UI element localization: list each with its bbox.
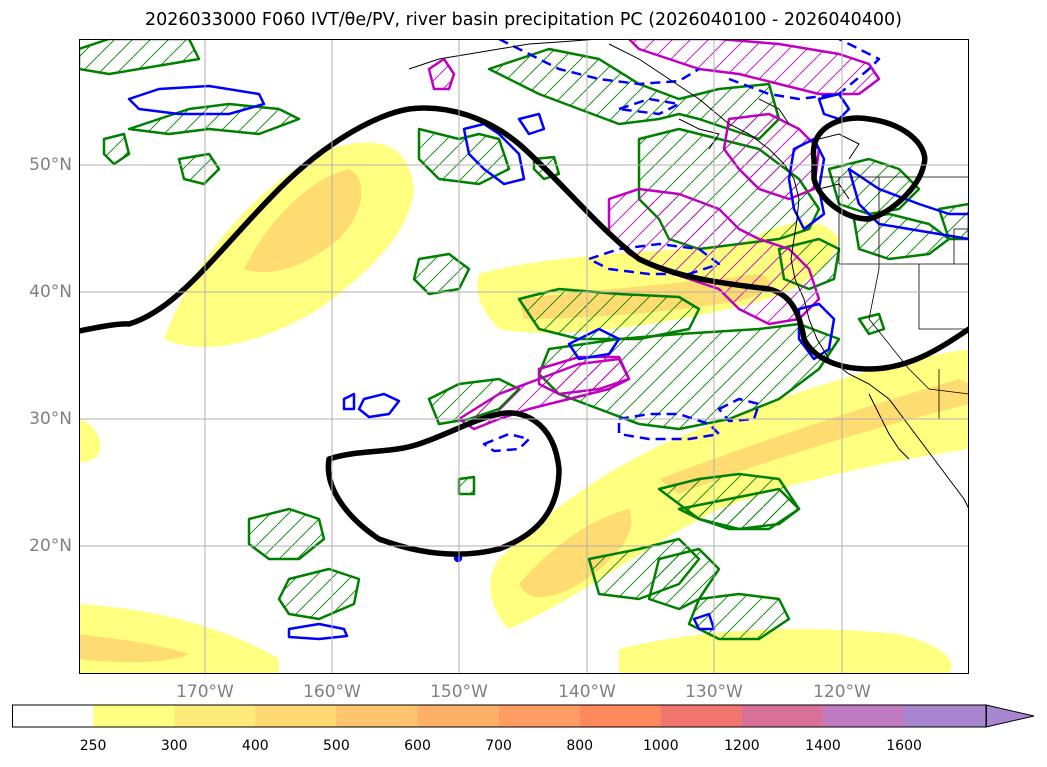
- coastline: [408, 39, 969, 510]
- colorbar-cell: [93, 705, 175, 727]
- lat-label-40n: 40°N: [29, 282, 72, 302]
- colorbar-tick-label: 1400: [805, 738, 841, 754]
- colorbar-tick-label: 600: [404, 738, 431, 754]
- lat-label-50n: 50°N: [29, 155, 72, 175]
- colorbar-cell: [579, 705, 662, 727]
- map-border: [79, 39, 969, 674]
- lon-label-130w: 130°W: [685, 682, 743, 702]
- colorbar-cell-below: [12, 705, 94, 727]
- colorbar-tick-label: 250: [79, 738, 107, 754]
- colorbar-cell: [823, 705, 905, 727]
- lon-label-170w: 170°W: [176, 682, 234, 702]
- lon-label-120w: 120°W: [813, 682, 871, 702]
- weather-map: [79, 39, 969, 674]
- colorbar-cell: [660, 705, 743, 727]
- colorbar-tick-label: 700: [485, 738, 512, 754]
- lon-label-160w: 160°W: [303, 682, 361, 702]
- colorbar-tick-label: 400: [241, 738, 269, 754]
- ivt-colorbar: [12, 704, 1035, 728]
- lon-label-150w: 150°W: [430, 682, 488, 702]
- colorbar-cell: [904, 705, 986, 727]
- colorbar-cell: [417, 705, 500, 727]
- colorbar-cell: [336, 705, 418, 727]
- colorbar-border: [12, 704, 987, 728]
- lon-label-140w: 140°W: [558, 682, 616, 702]
- colorbar-tick-label: 1000: [642, 738, 679, 754]
- colorbar-tick-label: 300: [160, 738, 188, 754]
- colorbar-tick-label: 500: [323, 738, 350, 754]
- colorbar-cell: [741, 705, 824, 727]
- lat-label-20n: 20°N: [29, 536, 72, 556]
- lat-label-30n: 30°N: [29, 409, 72, 429]
- colorbar-cell: [255, 705, 337, 727]
- colorbar-tick-label: 800: [566, 738, 594, 754]
- map-title: 2026033000 F060 IVT/θe/PV, river basin p…: [145, 10, 902, 30]
- colorbar-tick-label: 1600: [886, 738, 922, 754]
- colorbar-tick-label: 1200: [724, 738, 760, 754]
- colorbar-extend-arrow: [985, 704, 1035, 728]
- political-borders: [819, 176, 969, 419]
- colorbar-cell: [174, 705, 256, 727]
- pv-contours: [79, 105, 969, 557]
- colorbar-cell: [498, 705, 581, 727]
- blue-dashed-contours: [482, 39, 881, 453]
- graticule: [79, 39, 969, 674]
